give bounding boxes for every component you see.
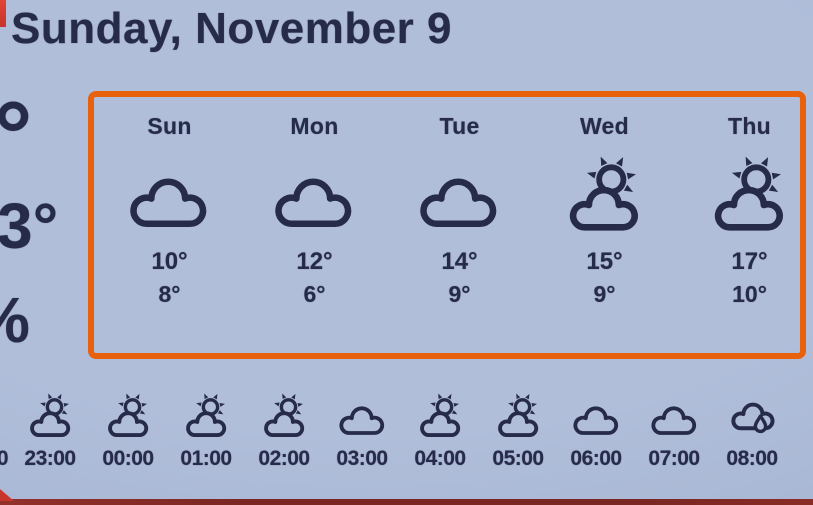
day-forecast-cell: Wed 15° 9° xyxy=(532,92,677,308)
hour-forecast-cell: 04:00 xyxy=(401,392,479,471)
weather-icon-sun-cloud xyxy=(677,142,813,246)
hourly-forecast: 0 23:00 00:00 01:00 02:00 03:00 xyxy=(0,392,791,471)
weather-icon-sun-cloud xyxy=(245,392,323,439)
weather-icon-sun-cloud xyxy=(0,392,11,439)
hour-time-label: 06:00 xyxy=(570,447,622,470)
red-mark-top-left xyxy=(0,0,6,27)
hour-time-label: 0 xyxy=(0,447,9,470)
hour-forecast-cell: 08:00 xyxy=(713,392,791,471)
date-heading: Sunday, November 9 xyxy=(11,4,452,53)
cutoff-temperature-fragment: 3° xyxy=(0,190,59,262)
weather-icon-sun-cloud xyxy=(401,392,479,439)
hour-time-label: 05:00 xyxy=(492,447,544,470)
low-temperature: 9° xyxy=(448,281,471,307)
hour-forecast-cell: 03:00 xyxy=(323,392,401,471)
high-temperature: 12° xyxy=(296,248,333,275)
hour-forecast-cell: 23:00 xyxy=(11,392,89,471)
high-temperature: 15° xyxy=(586,248,623,275)
hour-forecast-cell: 00:00 xyxy=(89,392,167,471)
screen-bezel-edge xyxy=(0,499,813,505)
day-name: Tue xyxy=(439,113,480,139)
hour-forecast-cell: 01:00 xyxy=(167,392,245,471)
hour-time-label: 04:00 xyxy=(414,447,466,470)
hour-time-label: 07:00 xyxy=(648,447,700,470)
weather-icon-cloud xyxy=(387,142,532,246)
weather-icon-sun-cloud xyxy=(479,392,557,439)
weather-icon-rain-cloud xyxy=(713,392,791,439)
hour-forecast-cell: 0 xyxy=(0,392,11,471)
day-forecast-cell: Mon 12° 6° xyxy=(242,92,387,308)
hour-forecast-cell: 07:00 xyxy=(635,392,713,471)
hour-time-label: 02:00 xyxy=(258,447,310,470)
hour-time-label: 03:00 xyxy=(336,447,388,470)
cutoff-degree-symbol: ° xyxy=(0,82,33,189)
hour-time-label: 01:00 xyxy=(180,447,232,470)
hour-forecast-cell: 02:00 xyxy=(245,392,323,471)
weather-icon-sun-cloud xyxy=(11,392,89,439)
high-temperature: 14° xyxy=(441,248,478,275)
high-temperature: 17° xyxy=(731,248,768,275)
day-name: Wed xyxy=(579,113,630,139)
hour-time-label: 08:00 xyxy=(726,447,778,470)
low-temperature: 8° xyxy=(158,281,181,307)
weather-icon-sun-cloud xyxy=(167,392,245,439)
hour-time-label: 00:00 xyxy=(102,447,154,470)
weather-icon-cloud xyxy=(323,392,401,439)
hour-forecast-cell: 06:00 xyxy=(557,392,635,471)
hour-time-label: 23:00 xyxy=(24,447,76,470)
weather-icon-cloud xyxy=(635,392,713,439)
day-forecast-cell: Tue 14° 9° xyxy=(387,92,532,308)
low-temperature: 6° xyxy=(303,281,326,307)
low-temperature: 10° xyxy=(732,281,767,307)
five-day-forecast: Sun 10° 8° Mon 12° 6° Tue 14° 9° Wed 15°… xyxy=(97,92,813,308)
weather-icon-sun-cloud xyxy=(532,142,677,246)
day-name: Thu xyxy=(727,113,772,139)
day-forecast-cell: Thu 17° 10° xyxy=(677,92,813,308)
day-name: Sun xyxy=(147,113,192,139)
low-temperature: 9° xyxy=(593,281,616,307)
weather-icon-sun-cloud xyxy=(89,392,167,439)
day-forecast-cell: Sun 10° 8° xyxy=(97,92,242,308)
cutoff-humidity-fragment: % xyxy=(0,288,30,352)
weather-icon-cloud xyxy=(97,142,242,246)
weather-icon-cloud xyxy=(242,142,387,246)
hour-forecast-cell: 05:00 xyxy=(479,392,557,471)
day-name: Mon xyxy=(290,113,339,139)
weather-icon-cloud xyxy=(557,392,635,439)
high-temperature: 10° xyxy=(151,248,188,275)
